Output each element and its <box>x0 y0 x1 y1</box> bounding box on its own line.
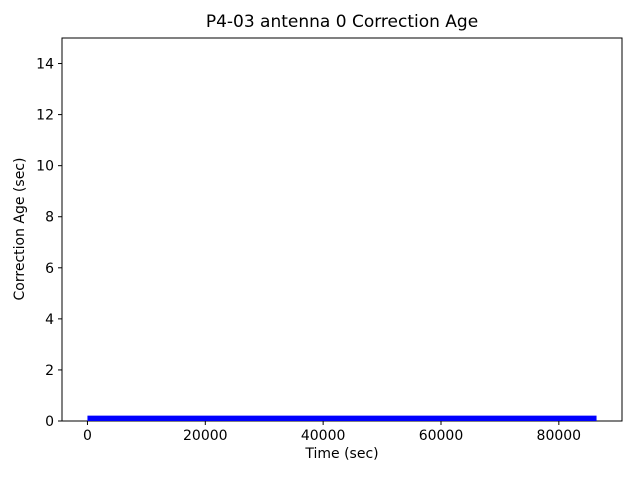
x-tick-label: 40000 <box>301 428 346 444</box>
y-tick-label: 8 <box>45 210 54 226</box>
y-tick-label: 4 <box>45 312 54 328</box>
y-tick-label: 10 <box>36 159 54 175</box>
y-tick-label: 14 <box>36 57 54 73</box>
x-tick-label: 80000 <box>537 428 582 444</box>
x-tick-label: 20000 <box>183 428 228 444</box>
x-tick-label: 60000 <box>419 428 464 444</box>
y-tick-label: 6 <box>45 261 54 277</box>
x-tick-label: 0 <box>83 428 92 444</box>
x-axis-label: Time (sec) <box>305 446 379 462</box>
y-tick-label: 0 <box>45 414 54 430</box>
axes-frame <box>61 37 623 422</box>
y-tick-label: 12 <box>36 108 54 124</box>
y-tick-label: 2 <box>45 363 54 379</box>
data-series-band <box>87 415 597 421</box>
chart-title: P4-03 antenna 0 Correction Age <box>205 12 479 32</box>
